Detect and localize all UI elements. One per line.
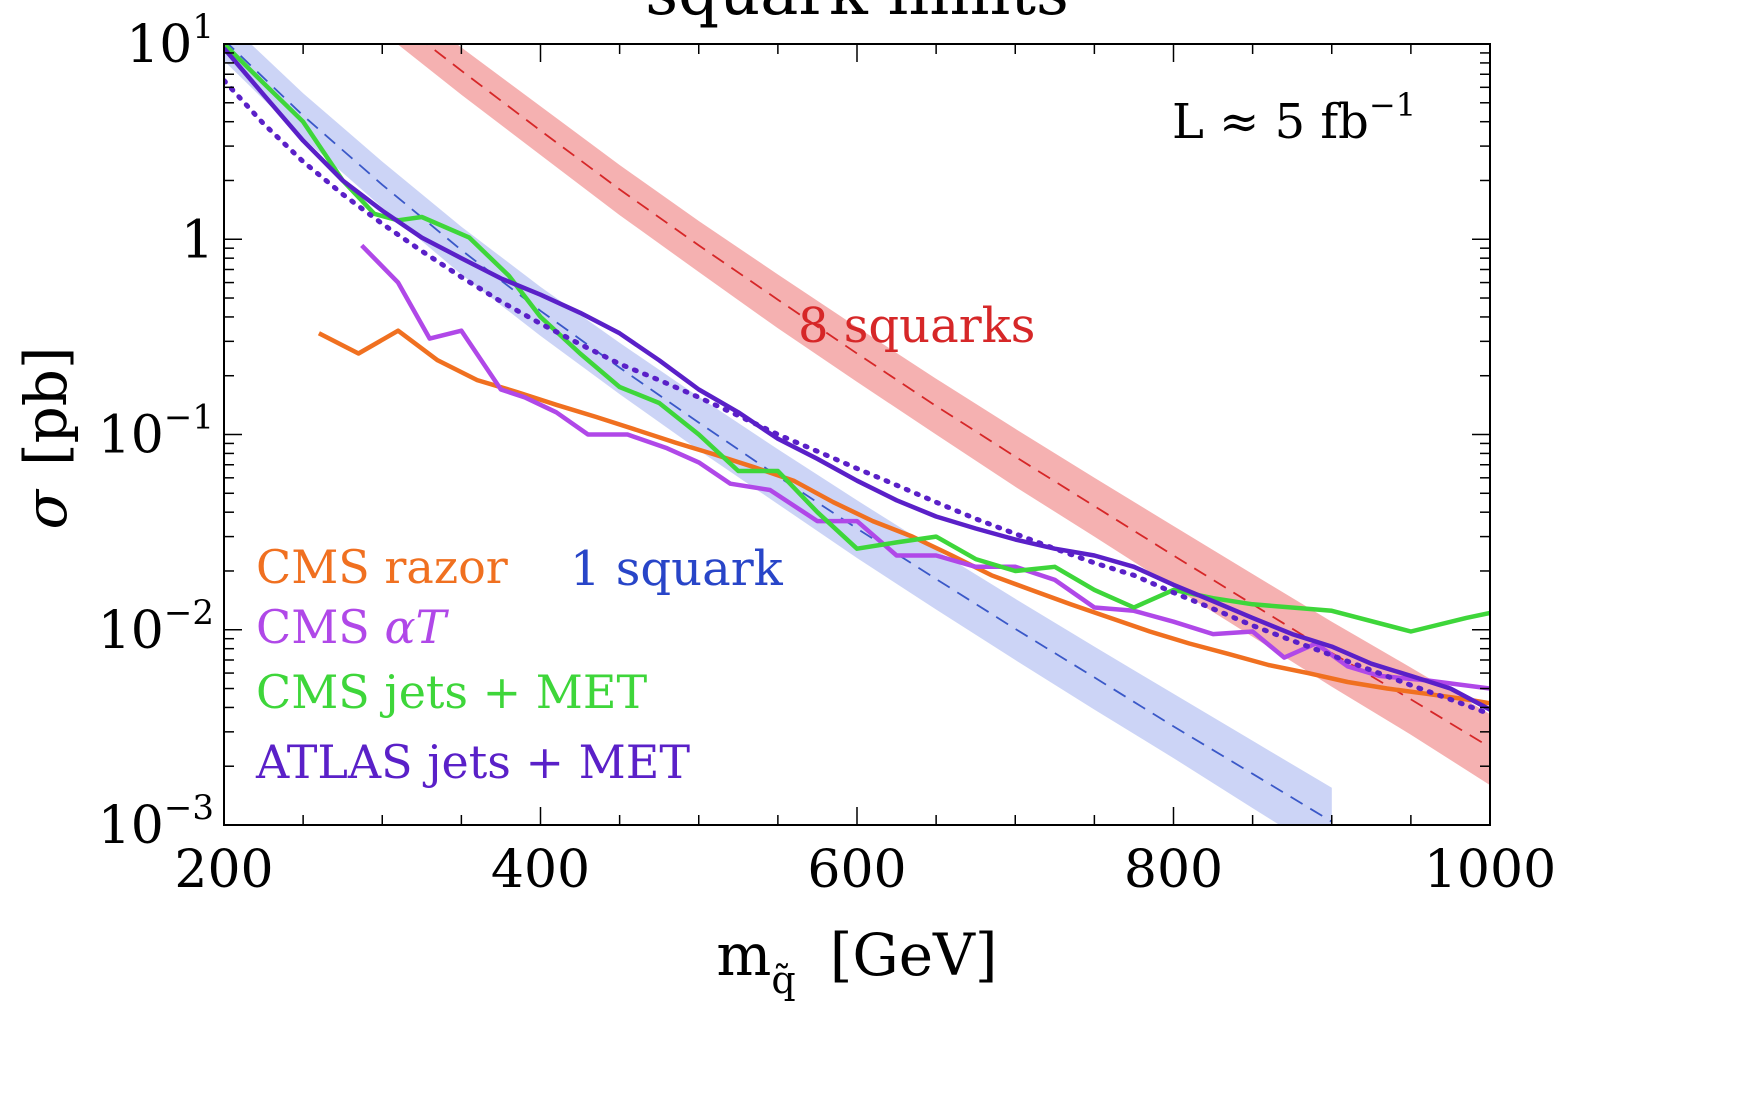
luminosity-text: L ≈ 5 fb: [1172, 94, 1369, 150]
luminosity-annotation: L ≈ 5 fb−1: [1172, 86, 1416, 150]
x-tick-label: 1000: [1424, 840, 1556, 900]
x-tick-label: 800: [1124, 840, 1223, 900]
8-squarks-central-line: [425, 44, 1490, 749]
cms-t-line: [360, 243, 1490, 691]
y-tick-label: 1: [181, 210, 214, 270]
x-axis-symbol: m: [716, 921, 771, 989]
y-tick-base: 10: [98, 796, 164, 856]
one-squark-label: 1 squark: [570, 541, 784, 597]
legend-entry-cms-alphat-symbol: αT: [384, 600, 449, 654]
cms-razor-line: [317, 328, 1490, 706]
y-axis-title: σ [pb]: [12, 346, 80, 529]
legend-entry-atlas-jets-met: ATLAS jets + MET: [255, 735, 690, 789]
legend-entry-cms-jets-met: CMS jets + MET: [256, 665, 647, 719]
y-axis-unit: [pb]: [12, 346, 80, 466]
y-tick-base: 10: [98, 601, 164, 661]
y-tick-label: 101: [126, 7, 214, 75]
1-squark-band: [224, 44, 1332, 825]
y-tick-label: 10−2: [98, 593, 214, 661]
y-tick-exponent: 1: [192, 7, 214, 47]
atlas-jets-met-dotted-line: [224, 78, 1490, 717]
legend: CMS razor CMS αT CMS jets + MET ATLAS je…: [255, 540, 690, 789]
y-tick-base: 10: [126, 15, 192, 75]
eight-squarks-label: 8 squarks: [798, 298, 1035, 354]
limit-curves: [224, 44, 1490, 717]
x-tick-label: 600: [807, 840, 906, 900]
y-tick-base: 1: [181, 210, 214, 270]
x-axis-subscript: q̃: [771, 958, 795, 1002]
legend-entry-cms-alphat: CMS αT: [256, 600, 450, 654]
y-tick-base: 10: [98, 406, 164, 466]
x-tick-label: 200: [174, 840, 273, 900]
y-tick-exponent: −3: [164, 788, 214, 828]
y-tick-exponent: −2: [164, 593, 214, 633]
legend-entry-cms-razor: CMS razor: [256, 540, 508, 594]
chart-title: squark limits: [645, 0, 1069, 30]
axis-ticks: [223, 43, 1491, 826]
y-tick-label: 10−1: [98, 398, 214, 466]
x-tick-label: 400: [491, 840, 590, 900]
atlas-jets-met-line: [224, 46, 1490, 712]
y-axis-symbol: σ: [12, 489, 80, 530]
x-axis-unit: [GeV]: [830, 921, 998, 989]
luminosity-exponent: −1: [1369, 86, 1416, 124]
x-axis-title: mq̃ [GeV]: [716, 921, 997, 1002]
legend-entry-cms-alphat-label: CMS: [256, 600, 384, 654]
y-tick-label: 10−3: [98, 788, 214, 856]
y-tick-exponent: −1: [164, 398, 214, 438]
